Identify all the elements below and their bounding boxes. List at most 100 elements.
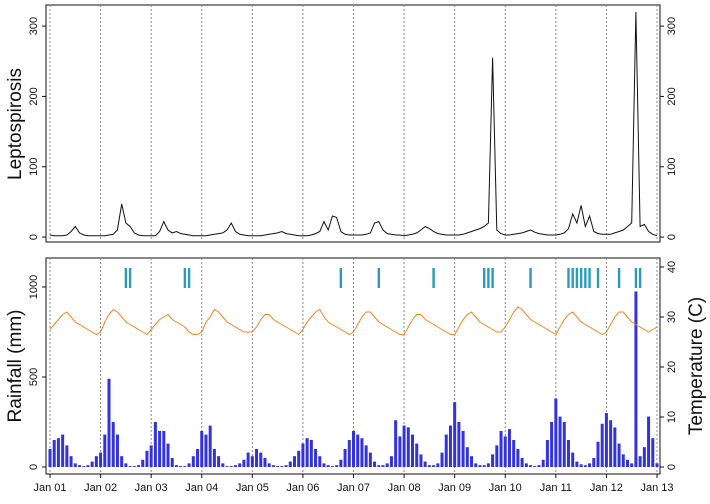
bar [427,465,431,467]
bar [301,443,305,467]
bar [486,463,490,467]
bar [191,456,195,467]
bar [465,447,469,467]
bar [406,427,410,467]
bar [415,443,419,467]
bar [326,465,330,467]
bar [533,466,537,467]
x-tick-label: Jan 12 [590,482,623,494]
bar [541,459,545,467]
bar [280,466,284,467]
bar [453,402,457,467]
bar [82,466,86,467]
bar [368,452,372,467]
bar [638,456,642,467]
event-marker [584,268,587,288]
event-marker [575,268,579,288]
bar [579,464,583,467]
bar [621,454,625,467]
bar [162,430,166,467]
bar [432,465,436,467]
bar [507,429,511,467]
bar [436,463,440,467]
bar [65,445,69,467]
x-tick-label: Jan 09 [438,482,471,494]
event-marker [529,268,532,288]
line [49,11,658,237]
event-marker [487,268,490,288]
bar [120,456,124,467]
bar [554,398,558,467]
event-marker [596,268,600,288]
bar [111,421,115,467]
bar [377,465,381,467]
bar [200,430,204,467]
bar [592,457,596,467]
bar [503,436,507,467]
y-axis-label: Rainfall (mm) [5,310,26,423]
bar [634,291,638,467]
y-tick-label: 200 [28,87,40,105]
bar [183,466,187,467]
bar [284,465,288,467]
bar [394,420,398,467]
event-marker [187,268,191,288]
bar [482,465,486,467]
bar [373,461,377,467]
bar [558,416,562,467]
bar [267,463,271,467]
bar [318,456,322,467]
bar [259,452,263,467]
bar [255,448,259,467]
bar [495,445,499,467]
bar [360,438,364,467]
bar [99,452,103,467]
bar [625,459,629,467]
bar [250,456,254,467]
event-marker [638,268,642,288]
bar [402,425,406,467]
x-tick-label: Jan 13 [640,482,673,494]
x-tick-label: Jan 07 [337,482,370,494]
bar [107,378,111,467]
x-tick-label: Jan 02 [84,482,117,494]
bar [444,434,448,467]
bar [225,466,229,467]
bar [642,447,646,467]
bar [461,430,465,467]
x-tick-label: Jan 03 [135,482,168,494]
y2-tick-label: 200 [666,87,678,105]
bar [474,463,478,467]
bar [297,450,301,467]
line [49,306,658,336]
bar [288,461,292,467]
bar [204,434,208,467]
bar [385,463,389,467]
bar [52,439,56,467]
bar [314,448,318,467]
bar [583,465,587,467]
bar [229,466,233,467]
event-marker [183,268,187,288]
y-tick-label: 500 [28,368,40,386]
bar [276,466,280,467]
bar [212,448,216,467]
bar [179,466,183,467]
bar [309,439,313,467]
bar [132,466,136,467]
bar [448,425,452,467]
bar [491,454,495,467]
y-axis-label: Leptospirosis [5,68,26,180]
event-marker [617,268,621,288]
bar [529,465,533,467]
bar [48,448,52,467]
bar [457,421,461,467]
bar [356,434,360,467]
y-tick-label: 0 [28,464,40,470]
bar [512,439,516,467]
bar [263,457,267,467]
bar [137,465,141,467]
y-tick-label: 1000 [28,275,40,299]
y2-tick-label: 40 [666,261,678,273]
event-marker [339,268,343,288]
